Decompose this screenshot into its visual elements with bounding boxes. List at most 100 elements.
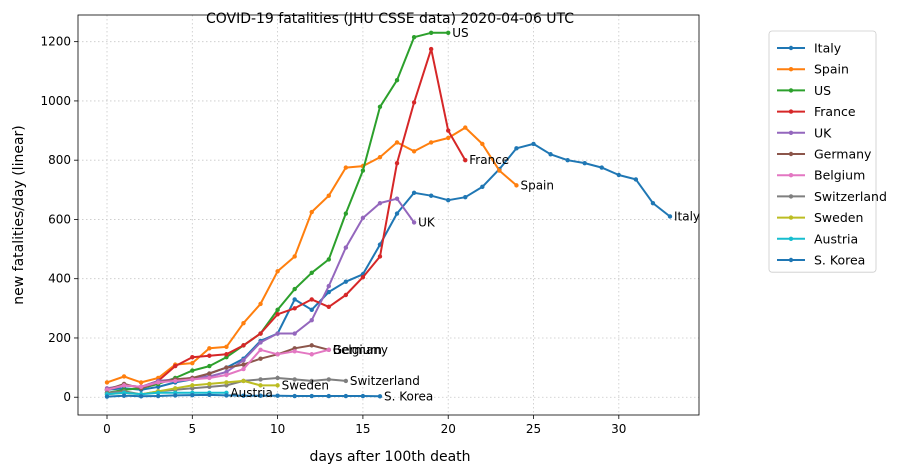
end-label-france: France: [469, 153, 509, 167]
data-point-france: [224, 352, 229, 357]
legend-label-austria: Austria: [814, 231, 858, 246]
legend-marker-s-korea: [788, 257, 794, 263]
data-point-spain: [514, 183, 519, 188]
data-point-spain: [241, 320, 246, 326]
data-point-sweden: [241, 378, 246, 384]
legend-label-belgium: Belgium: [814, 168, 865, 183]
data-point-france: [463, 157, 468, 163]
legend-item-sweden: Sweden: [777, 210, 863, 225]
legend-label-switzerland: Switzerland: [814, 189, 887, 204]
data-point-spain: [480, 141, 485, 147]
data-point-switzerland: [275, 375, 280, 381]
series-s-korea: [104, 392, 383, 399]
data-point-italy: [565, 157, 570, 163]
data-point-s-korea: [138, 394, 144, 399]
data-point-uk: [360, 215, 366, 221]
data-point-italy: [667, 214, 673, 219]
data-point-spain: [275, 269, 280, 274]
legend-item-us: US: [777, 83, 831, 98]
end-label-uk: UK: [418, 215, 436, 229]
x-tick-label: 30: [611, 422, 626, 436]
data-point-france: [258, 331, 263, 336]
data-point-us: [343, 211, 349, 216]
data-point-s-korea: [326, 393, 331, 399]
series-italy: [104, 141, 673, 393]
data-point-sweden: [275, 383, 280, 388]
data-point-s-korea: [224, 393, 229, 398]
data-point-italy: [514, 146, 519, 151]
data-point-uk: [258, 340, 263, 345]
data-point-belgium: [121, 383, 127, 388]
data-point-france: [428, 46, 434, 52]
data-point-s-korea: [121, 393, 127, 398]
legend-marker-austria: [788, 236, 794, 241]
data-point-spain: [377, 155, 383, 160]
data-point-belgium: [173, 378, 178, 384]
legend-marker-belgium: [788, 173, 794, 178]
grid-lines: [78, 15, 699, 415]
legend-label-us: US: [814, 83, 831, 98]
data-point-s-korea: [377, 394, 383, 399]
series-line-italy: [106, 142, 671, 391]
data-point-italy: [531, 141, 536, 147]
data-point-spain: [411, 149, 417, 154]
legend-item-france: France: [777, 104, 856, 119]
data-point-spain: [463, 125, 468, 130]
axis-ticks: 0 5 10 15 20 25 30 0 200 400 600 800 1000 1200: [40, 35, 626, 436]
data-point-france: [326, 304, 331, 310]
data-point-italy: [394, 211, 400, 216]
legend-item-germany: Germany: [777, 147, 872, 162]
data-point-sweden: [173, 386, 178, 391]
series-belgium: [104, 347, 331, 393]
data-point-us: [275, 307, 280, 313]
y-tick-label: 1000: [40, 94, 71, 108]
data-point-spain: [394, 140, 400, 145]
series-uk: [104, 196, 417, 391]
data-point-france: [411, 100, 417, 105]
series-line-germany: [106, 344, 330, 391]
legend-marker-us: [788, 88, 794, 93]
data-point-france: [207, 353, 212, 358]
data-point-germany: [309, 343, 314, 348]
data-point-germany: [207, 371, 212, 376]
data-point-uk: [343, 245, 349, 250]
data-point-s-korea: [292, 393, 297, 399]
end-label-austria: Austria: [230, 386, 272, 400]
end-label-italy: Italy: [674, 209, 700, 223]
data-point-s-korea: [207, 392, 212, 398]
data-point-us: [309, 270, 314, 275]
data-point-switzerland: [326, 377, 331, 382]
end-label-belgium: Belgium: [333, 343, 382, 357]
legend-marker-uk: [788, 130, 794, 135]
data-point-spain: [309, 209, 314, 215]
legend-marker-italy: [788, 45, 794, 51]
end-label-s-korea: S. Korea: [384, 389, 433, 403]
data-point-france: [394, 160, 400, 166]
data-point-s-korea: [104, 394, 110, 399]
series-layer: [104, 30, 673, 399]
data-point-spain: [190, 360, 195, 366]
data-point-spain: [428, 140, 434, 145]
x-tick-label: 10: [270, 422, 285, 436]
end-label-germany: Germany: [333, 343, 388, 357]
data-point-belgium: [241, 366, 246, 372]
x-tick-label: 5: [188, 422, 196, 436]
y-tick-label: 400: [48, 272, 71, 286]
legend-label-sweden: Sweden: [814, 210, 863, 225]
data-point-sweden: [258, 383, 263, 388]
data-point-belgium: [190, 377, 195, 382]
data-point-spain: [138, 380, 144, 385]
data-point-italy: [428, 193, 434, 198]
axes-frame: [77, 14, 700, 416]
data-point-s-korea: [155, 393, 161, 399]
legend-item-italy: Italy: [777, 41, 842, 56]
data-point-spain: [121, 374, 127, 379]
data-point-spain: [258, 301, 263, 307]
legend-label-spain: Spain: [814, 62, 849, 77]
legend-item-belgium: Belgium: [777, 168, 865, 183]
legend-label-france: France: [814, 104, 856, 119]
data-point-us: [394, 77, 400, 83]
data-point-uk: [326, 283, 331, 289]
data-point-belgium: [224, 372, 229, 378]
